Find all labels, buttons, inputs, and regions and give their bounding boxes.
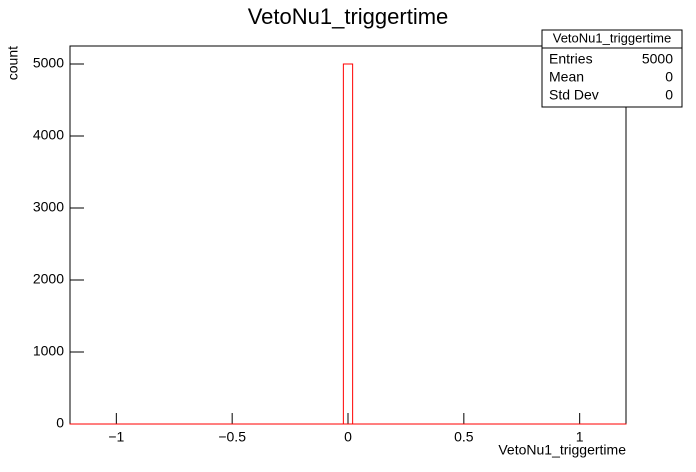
y-tick-label: 2000 xyxy=(33,271,64,287)
stats-label: Std Dev xyxy=(549,87,599,103)
y-axis-label: count xyxy=(5,46,21,80)
x-tick-label: −1 xyxy=(108,429,124,445)
x-tick-label: 0.5 xyxy=(454,429,474,445)
bar xyxy=(342,63,354,425)
chart-title: VetoNu1_triggertime xyxy=(248,4,449,29)
y-tick-label: 4000 xyxy=(33,127,64,143)
y-tick-label: 3000 xyxy=(33,199,64,215)
stats-value: 0 xyxy=(665,87,673,103)
y-tick-label: 5000 xyxy=(33,55,64,71)
x-axis-label: VetoNu1_triggertime xyxy=(498,442,626,458)
x-tick-label: 1 xyxy=(576,429,584,445)
stats-label: Mean xyxy=(549,69,584,85)
stats-frame xyxy=(541,29,683,108)
stats-box: VetoNu1_triggertime xyxy=(541,29,683,108)
y-tick-label: 1000 xyxy=(33,343,64,359)
stats-value: 5000 xyxy=(642,51,673,67)
stats-title: VetoNu1_triggertime xyxy=(553,30,672,45)
stats-value: 0 xyxy=(665,69,673,85)
stats-label: Entries xyxy=(549,51,593,67)
y-tick-label: 0 xyxy=(56,415,64,431)
x-tick-label: −0.5 xyxy=(218,429,246,445)
x-tick-label: 0 xyxy=(344,429,352,445)
